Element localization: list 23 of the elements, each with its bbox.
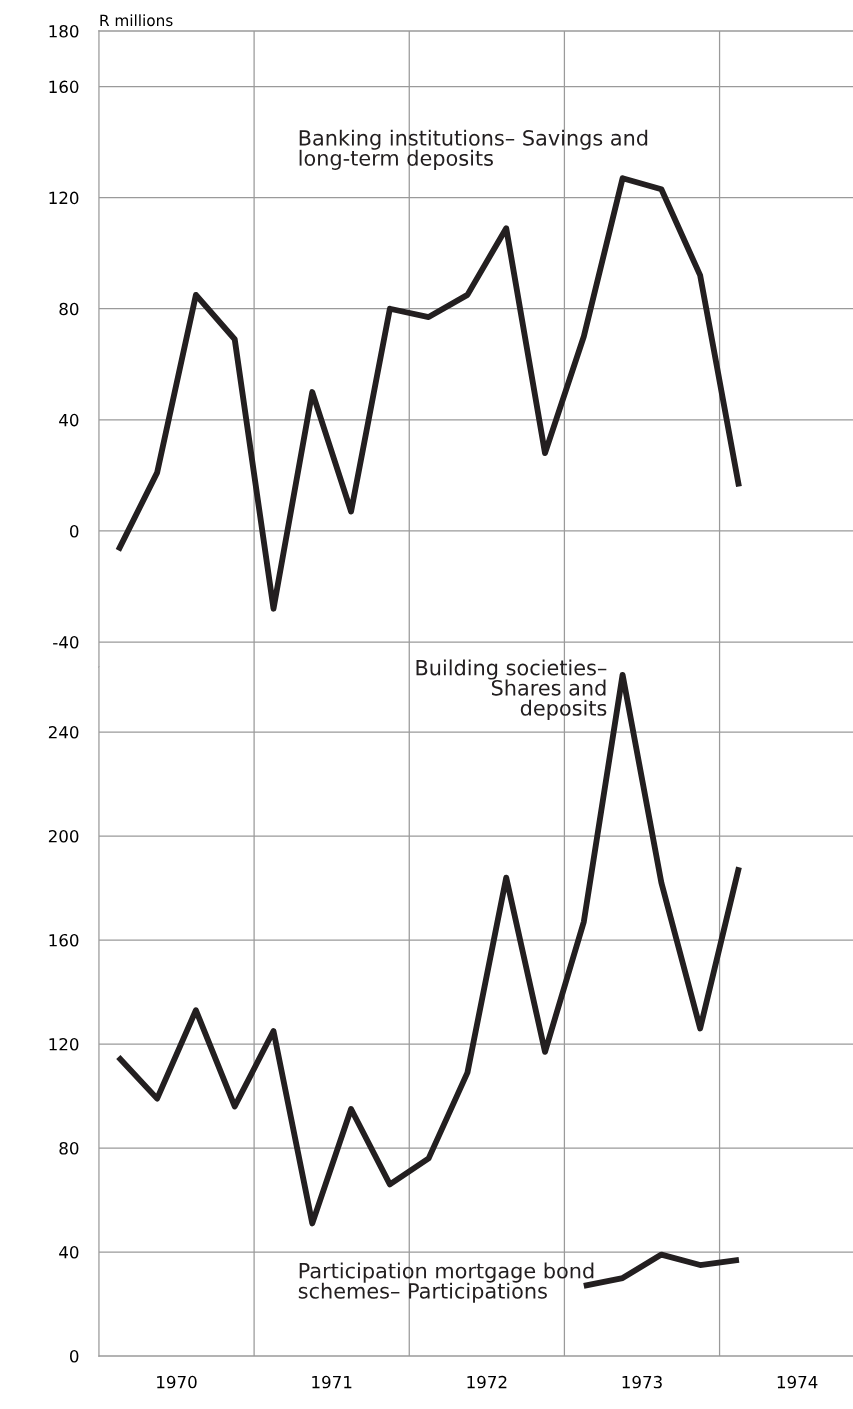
series-label: Banking institutions– Savings and long-term deposits <box>299 129 648 170</box>
y-axis-title: R millions <box>100 14 173 27</box>
y-tick-label: 80 <box>59 1141 79 1155</box>
x-tick-label: 1971 <box>312 1375 352 1389</box>
y-tick-label: 120 <box>49 1037 79 1051</box>
x-tick-label: 1972 <box>467 1375 507 1389</box>
x-tick-label: 1973 <box>622 1375 662 1389</box>
y-tick-label: 40 <box>59 1245 79 1259</box>
y-tick-label: 120 <box>49 191 79 205</box>
series-label: Building societies– Shares and deposits <box>416 659 607 720</box>
y-tick-label: 160 <box>49 80 79 94</box>
x-tick-label: 1974 <box>777 1375 818 1389</box>
y-tick-label: 160 <box>49 933 79 947</box>
y-tick-label: 200 <box>48 829 79 843</box>
y-tick-label: 180 <box>49 24 79 38</box>
x-tick-label: 1970 <box>157 1375 197 1389</box>
y-tick-label: 240 <box>48 725 79 739</box>
y-tick-label: 80 <box>59 302 79 316</box>
y-tick-label: -40 <box>53 635 79 649</box>
y-tick-label: 40 <box>59 413 79 427</box>
series-label: Participation mortgage bond schemes– Participations <box>298 1262 594 1303</box>
y-tick-label: 0 <box>70 524 79 538</box>
y-tick-label: 0 <box>70 1349 79 1363</box>
